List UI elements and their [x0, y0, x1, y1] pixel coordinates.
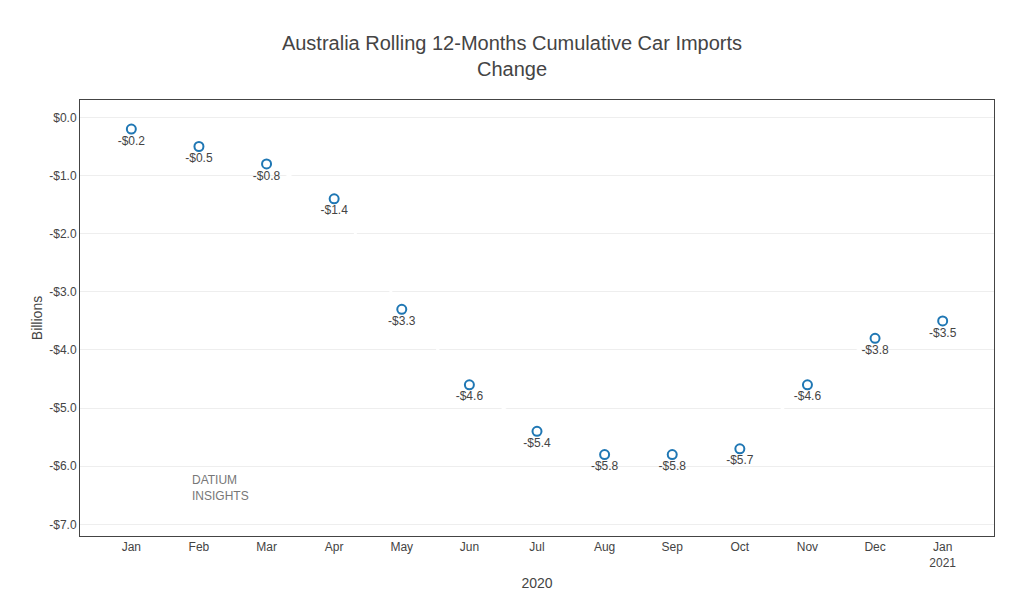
svg-text:Oct: Oct	[731, 540, 750, 554]
svg-text:-$7.0: -$7.0	[49, 518, 77, 532]
svg-text:Jan2021: Jan2021	[929, 540, 956, 570]
svg-text:-$1.4: -$1.4	[320, 203, 348, 217]
svg-text:Billions: Billions	[29, 296, 45, 340]
svg-text:May: May	[390, 540, 413, 554]
svg-text:Sep: Sep	[662, 540, 684, 554]
svg-text:-$0.2: -$0.2	[118, 134, 146, 148]
svg-text:-$4.0: -$4.0	[49, 343, 77, 357]
svg-text:Dec: Dec	[864, 540, 885, 554]
svg-text:Mar: Mar	[256, 540, 277, 554]
svg-text:-$6.0: -$6.0	[49, 459, 77, 473]
svg-text:Feb: Feb	[189, 540, 210, 554]
svg-text:-$0.5: -$0.5	[185, 151, 213, 165]
svg-text:-$5.8: -$5.8	[659, 459, 687, 473]
svg-text:-$5.7: -$5.7	[726, 453, 754, 467]
svg-text:Jan: Jan	[122, 540, 141, 554]
svg-text:-$3.5: -$3.5	[929, 326, 957, 340]
svg-text:-$3.0: -$3.0	[49, 285, 77, 299]
svg-text:-$5.0: -$5.0	[49, 401, 77, 415]
svg-text:Jul: Jul	[529, 540, 544, 554]
svg-text:Nov: Nov	[797, 540, 818, 554]
svg-text:Aug: Aug	[594, 540, 615, 554]
svg-text:-$4.6: -$4.6	[456, 389, 484, 403]
svg-text:Australia Rolling 12-Months Cu: Australia Rolling 12-Months Cumulative C…	[282, 32, 742, 80]
svg-text:-$0.8: -$0.8	[253, 169, 281, 183]
svg-text:-$3.3: -$3.3	[388, 314, 416, 328]
svg-text:-$3.8: -$3.8	[861, 343, 889, 357]
svg-text:$0.0: $0.0	[53, 111, 77, 125]
svg-text:Apr: Apr	[325, 540, 344, 554]
svg-text:-$5.8: -$5.8	[591, 459, 619, 473]
svg-text:-$1.0: -$1.0	[49, 169, 77, 183]
svg-text:-$5.4: -$5.4	[523, 436, 551, 450]
svg-text:-$4.6: -$4.6	[794, 389, 822, 403]
svg-text:Jun: Jun	[460, 540, 479, 554]
svg-text:2020: 2020	[521, 575, 552, 591]
svg-text:-$2.0: -$2.0	[49, 227, 77, 241]
svg-text:DATIUMINSIGHTS: DATIUMINSIGHTS	[192, 473, 249, 503]
